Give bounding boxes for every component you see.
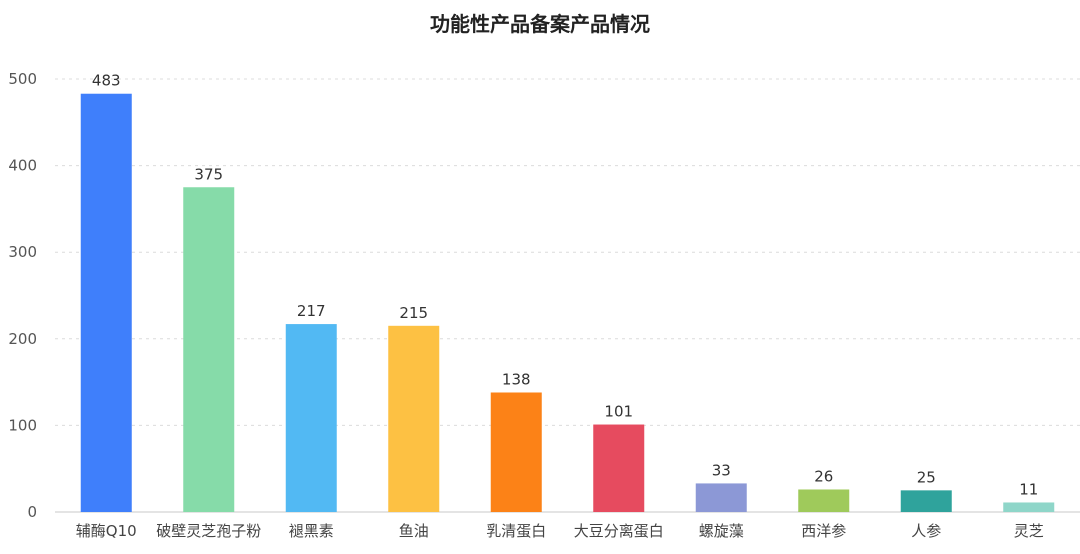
y-tick-label: 500 xyxy=(8,70,37,88)
data-label: 375 xyxy=(194,165,223,183)
bar xyxy=(183,187,235,512)
x-axis-ticks: 辅酶Q10 破壁灵芝孢子粉 褪黑素 鱼油 乳清蛋白 大豆分离蛋白 螺旋藻 西洋参 人参 灵芝 xyxy=(76,522,1044,540)
data-label: 138 xyxy=(502,370,531,388)
x-tick-label: 人参 xyxy=(911,522,941,540)
bars xyxy=(80,93,1055,513)
y-tick-label: 400 xyxy=(8,157,37,175)
data-label: 33 xyxy=(712,461,731,479)
x-tick-label: 褪黑素 xyxy=(289,522,334,540)
bar xyxy=(1003,502,1055,512)
y-tick-label: 100 xyxy=(8,416,37,434)
data-label: 483 xyxy=(92,72,121,90)
bar xyxy=(80,93,132,513)
x-tick-label: 西洋参 xyxy=(801,522,846,540)
y-tick-label: 200 xyxy=(8,330,37,348)
x-tick-label: 辅酶Q10 xyxy=(76,522,137,540)
x-tick-label: 乳清蛋白 xyxy=(486,522,546,540)
bar xyxy=(900,490,952,512)
y-axis-ticks: 0 100 200 300 400 500 xyxy=(8,70,37,521)
data-label: 25 xyxy=(917,468,936,486)
bar xyxy=(490,392,542,512)
data-label: 11 xyxy=(1019,480,1038,498)
x-tick-label: 鱼油 xyxy=(399,522,429,540)
chart-title: 功能性产品备案产品情况 xyxy=(430,12,650,36)
bar xyxy=(285,324,337,512)
data-label: 215 xyxy=(399,304,428,322)
data-label: 26 xyxy=(814,467,833,485)
y-tick-label: 0 xyxy=(27,503,37,521)
x-tick-label: 大豆分离蛋白 xyxy=(574,522,664,540)
y-tick-label: 300 xyxy=(8,243,37,261)
data-label: 101 xyxy=(604,403,633,421)
x-tick-label: 螺旋藻 xyxy=(699,522,744,540)
bar xyxy=(593,424,645,512)
bar xyxy=(695,483,747,512)
bar xyxy=(798,489,850,512)
x-tick-label: 灵芝 xyxy=(1014,522,1044,540)
x-tick-label: 破壁灵芝孢子粉 xyxy=(156,522,261,540)
data-labels: 483 375 217 215 138 101 33 26 25 11 xyxy=(92,72,1038,499)
data-label: 217 xyxy=(297,302,326,320)
bar xyxy=(388,325,440,512)
